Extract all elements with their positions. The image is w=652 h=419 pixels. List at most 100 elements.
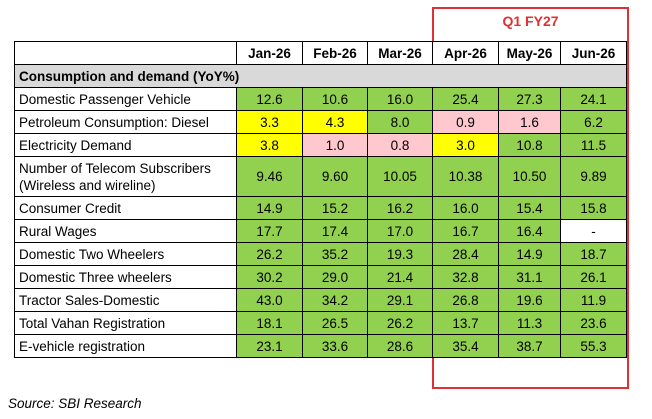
column-header: Mar-26: [367, 41, 433, 65]
row-label: Consumer Credit: [14, 196, 237, 220]
table-row: Rural Wages 17.7 17.4 17.0 16.7 16.4-: [14, 219, 627, 243]
value-cell: 28.6: [367, 334, 433, 358]
section-row: Consumption and demand (YoY%): [14, 64, 627, 88]
value-cell: 26.8: [432, 288, 499, 312]
value-cell: 28.4: [432, 242, 499, 266]
value-cell: 35.4: [432, 334, 499, 358]
value-cell: 33.6: [302, 334, 368, 358]
value-cell: 26.5: [302, 311, 368, 335]
source-note: Source: SBI Research: [8, 396, 142, 411]
value-cell: 19.3: [367, 242, 433, 266]
value-cell: 3.3: [236, 110, 303, 134]
column-header: Apr-26: [432, 41, 499, 65]
row-label: E-vehicle registration: [14, 334, 237, 358]
value-cell: 6.2: [560, 110, 627, 134]
value-cell: 24.1: [560, 87, 627, 111]
consumption-demand-table: Jan-26 Feb-26 Mar-26 Apr-26 May-26 Jun-2…: [14, 41, 627, 358]
value-cell: 9.60: [302, 156, 368, 197]
value-cell: 26.2: [367, 311, 433, 335]
value-cell: 18.7: [560, 242, 627, 266]
value-cell: 3.0: [432, 133, 499, 157]
value-cell: 1.6: [498, 110, 561, 134]
value-cell: 1.0: [302, 133, 368, 157]
section-label: Consumption and demand (YoY%): [14, 64, 627, 88]
value-cell: -: [560, 219, 627, 243]
value-cell: 10.50: [498, 156, 561, 197]
table-row: Electricity Demand 3.8 1.0 0.8 3.0 10.8 11.5: [14, 133, 627, 157]
value-cell: 23.1: [236, 334, 303, 358]
value-cell: 10.38: [432, 156, 499, 197]
value-cell: 8.0: [367, 110, 433, 134]
column-header: Jan-26: [236, 41, 303, 65]
value-cell: 11.9: [560, 288, 627, 312]
row-label: Rural Wages: [14, 219, 237, 243]
value-cell: 13.7: [432, 311, 499, 335]
value-cell: 17.0: [367, 219, 433, 243]
value-cell: 17.7: [236, 219, 303, 243]
q1-fy27-label: Q1 FY27: [502, 13, 559, 29]
value-cell: 11.3: [498, 311, 561, 335]
value-cell: 9.89: [560, 156, 627, 197]
table-row: Tractor Sales-Domestic 43.0 34.2 29.1 26.8 19…: [14, 288, 627, 312]
column-header: Jun-26: [560, 41, 627, 65]
value-cell: 55.3: [560, 334, 627, 358]
row-label: Electricity Demand: [14, 133, 237, 157]
value-cell: 0.8: [367, 133, 433, 157]
row-label: Total Vahan Registration: [14, 311, 237, 335]
value-cell: 32.8: [432, 265, 499, 289]
table-row: Number of Telecom Subscribers (Wireless …: [14, 156, 627, 197]
row-label: Petroleum Consumption: Diesel: [14, 110, 237, 134]
value-cell: 26.2: [236, 242, 303, 266]
table-row: Petroleum Consumption: Diesel 3.3 4.3 8.0 0.…: [14, 110, 627, 134]
value-cell: 3.8: [236, 133, 303, 157]
value-cell: 18.1: [236, 311, 303, 335]
value-cell: 17.4: [302, 219, 368, 243]
table-row: E-vehicle registration 23.1 33.6 28.6 35.4 38…: [14, 334, 627, 358]
value-cell: 10.8: [498, 133, 561, 157]
value-cell: 29.0: [302, 265, 368, 289]
value-cell: 4.3: [302, 110, 368, 134]
value-cell: 15.4: [498, 196, 561, 220]
table-row: Domestic Three wheelers 30.2 29.0 21.4 32.8 3…: [14, 265, 627, 289]
value-cell: 38.7: [498, 334, 561, 358]
row-label: Domestic Passenger Vehicle: [14, 87, 237, 111]
value-cell: 27.3: [498, 87, 561, 111]
table-header-row: Jan-26 Feb-26 Mar-26 Apr-26 May-26 Jun-2…: [14, 41, 627, 65]
value-cell: 43.0: [236, 288, 303, 312]
value-cell: 19.6: [498, 288, 561, 312]
row-label: Number of Telecom Subscribers (Wireless …: [14, 156, 237, 197]
row-label: Domestic Three wheelers: [14, 265, 237, 289]
value-cell: 14.9: [498, 242, 561, 266]
value-cell: 21.4: [367, 265, 433, 289]
value-cell: 12.6: [236, 87, 303, 111]
value-cell: 15.8: [560, 196, 627, 220]
value-cell: 35.2: [302, 242, 368, 266]
table-row: Domestic Two Wheelers 26.2 35.2 19.3 28.4 14.…: [14, 242, 627, 266]
value-cell: 0.9: [432, 110, 499, 134]
value-cell: 34.2: [302, 288, 368, 312]
value-cell: 10.6: [302, 87, 368, 111]
value-cell: 9.46: [236, 156, 303, 197]
value-cell: 16.2: [367, 196, 433, 220]
value-cell: 16.4: [498, 219, 561, 243]
column-header: May-26: [498, 41, 561, 65]
value-cell: 23.6: [560, 311, 627, 335]
table-row: Consumer Credit 14.9 15.2 16.2 16.0 15.4 15.8: [14, 196, 627, 220]
value-cell: 16.7: [432, 219, 499, 243]
header-corner-cell: [14, 41, 237, 65]
table-row: Total Vahan Registration 18.1 26.5 26.2 13.7…: [14, 311, 627, 335]
row-label: Tractor Sales-Domestic: [14, 288, 237, 312]
value-cell: 15.2: [302, 196, 368, 220]
value-cell: 31.1: [498, 265, 561, 289]
value-cell: 10.05: [367, 156, 433, 197]
table-row: Domestic Passenger Vehicle 12.6 10.6 16.0 25…: [14, 87, 627, 111]
value-cell: 11.5: [560, 133, 627, 157]
value-cell: 30.2: [236, 265, 303, 289]
value-cell: 16.0: [367, 87, 433, 111]
value-cell: 16.0: [432, 196, 499, 220]
value-cell: 14.9: [236, 196, 303, 220]
value-cell: 29.1: [367, 288, 433, 312]
row-label: Domestic Two Wheelers: [14, 242, 237, 266]
column-header: Feb-26: [302, 41, 368, 65]
value-cell: 26.1: [560, 265, 627, 289]
